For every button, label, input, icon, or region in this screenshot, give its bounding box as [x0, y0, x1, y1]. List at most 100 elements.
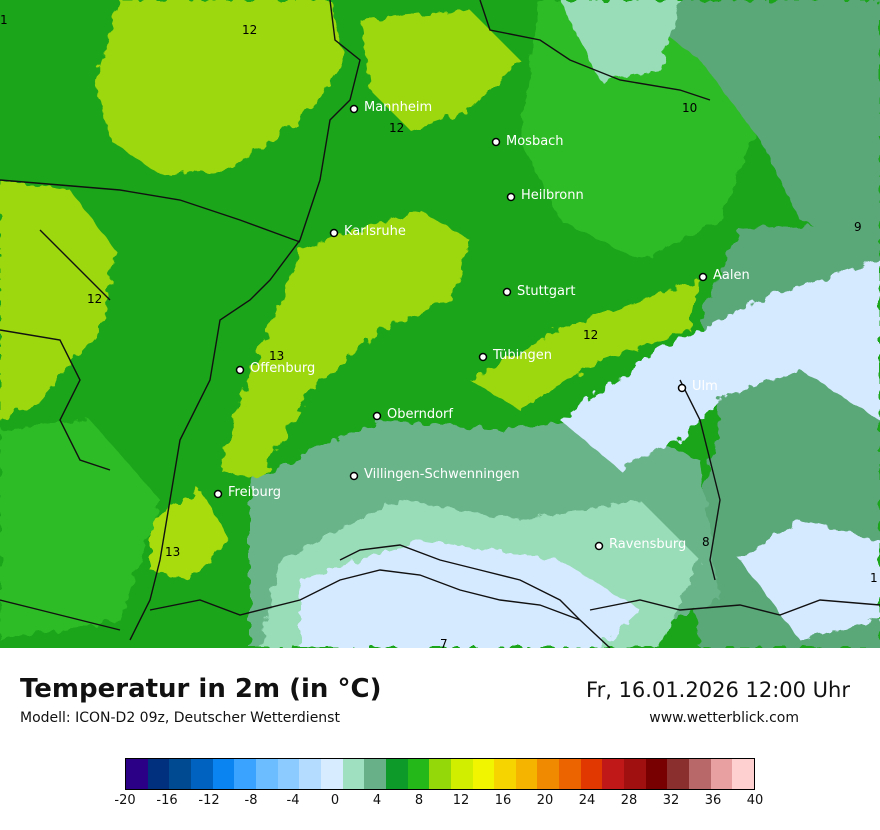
city-oberndorf[interactable]: Oberndorf — [372, 407, 454, 422]
legend-swatch — [407, 759, 430, 789]
city-ulm[interactable]: Ulm — [677, 379, 718, 394]
isoline-label: 1 — [870, 571, 878, 585]
legend-swatch — [429, 759, 451, 789]
legend-swatch — [212, 759, 235, 789]
legend-swatch — [255, 759, 278, 789]
city-aalen[interactable]: Aalen — [698, 268, 750, 283]
border-north-2 — [479, 0, 711, 101]
isoline-label: 12 — [389, 121, 404, 135]
warm-area-north — [95, 0, 345, 175]
map-title: Temperatur in 2m (in °C) — [20, 674, 382, 704]
legend-swatch — [667, 759, 690, 789]
color-legend — [125, 758, 755, 790]
legend-swatch — [645, 759, 668, 789]
city-karlsruhe[interactable]: Karlsruhe — [329, 224, 406, 239]
isoline-label: 1 — [0, 13, 8, 27]
legend-swatch — [580, 759, 603, 789]
city-heilbronn[interactable]: Heilbronn — [506, 188, 584, 203]
cold-area-east — [560, 260, 880, 470]
website-label: www.wetterblick.com — [649, 710, 799, 726]
city-label: Aalen — [713, 268, 750, 283]
legend-tick-label: 4 — [372, 793, 382, 808]
isoline-label: 12 — [87, 292, 102, 306]
cities: Mannheim Mosbach Heilbronn Karlsruhe Stu… — [213, 100, 750, 552]
legend-tick-label: 28 — [620, 793, 638, 808]
warm-area-rhine — [220, 210, 470, 480]
temperature-fields — [0, 0, 880, 648]
city-villingen-schwenningen[interactable]: Villingen-Schwenningen — [349, 467, 520, 482]
isoline-label: 13 — [165, 545, 180, 559]
cool-area-northeast — [620, 0, 880, 250]
warm-area-neckar — [470, 280, 700, 410]
isoline-label: 7 — [440, 637, 448, 648]
city-label: Freiburg — [228, 485, 281, 500]
legend-swatch — [385, 759, 408, 789]
border-east — [679, 379, 721, 581]
cold-area-southeast — [740, 520, 880, 640]
forecast-datetime: Fr, 16.01.2026 12:00 Uhr — [586, 678, 850, 702]
isoline-label: 12 — [242, 23, 257, 37]
city-label: Karlsruhe — [344, 224, 406, 239]
border-north — [0, 179, 301, 243]
city-label: Villingen-Schwenningen — [364, 467, 520, 482]
legend-tick-label: -20 — [114, 793, 136, 808]
isoline-label: 13 — [269, 349, 284, 363]
legend-swatch — [342, 759, 365, 789]
border-west-1 — [0, 329, 111, 471]
isoline-label: 9 — [854, 220, 862, 234]
legend-swatch — [624, 759, 646, 789]
legend-tick-label: 0 — [330, 793, 340, 808]
legend-swatch — [602, 759, 625, 789]
legend-tick-label: 40 — [746, 793, 764, 808]
city-label: Heilbronn — [521, 188, 584, 203]
city-label: Tübingen — [492, 348, 552, 363]
legend-swatch — [277, 759, 300, 789]
city-stuttgart[interactable]: Stuttgart — [502, 284, 576, 299]
warm-area-west — [0, 180, 115, 420]
map-footer: Temperatur in 2m (in °C) Modell: ICON-D2… — [0, 648, 880, 830]
legend-tick-label: -4 — [286, 793, 300, 808]
borders — [0, 0, 880, 648]
city-freiburg[interactable]: Freiburg — [213, 485, 282, 500]
legend-tick-label: 36 — [704, 793, 722, 808]
legend-tick-label: -12 — [198, 793, 220, 808]
legend-tick-label: 20 — [536, 793, 554, 808]
city-mannheim[interactable]: Mannheim — [349, 100, 433, 115]
legend-swatch — [126, 759, 148, 789]
city-mosbach[interactable]: Mosbach — [491, 134, 564, 149]
isoline-labels: 12 12 10 9 12 12 13 13 8 7 1 1 — [0, 13, 878, 648]
legend-tick-label: 12 — [452, 793, 470, 808]
city-offenburg[interactable]: Offenburg — [235, 361, 316, 376]
legend-swatch — [710, 759, 733, 789]
legend-tick-label: -8 — [244, 793, 258, 808]
legend-swatch — [364, 759, 386, 789]
legend-tick-label: 8 — [414, 793, 424, 808]
mid-green-east — [520, 0, 760, 260]
border-northwest — [39, 229, 111, 301]
border-south-lake — [149, 569, 611, 648]
legend-tick-label: -16 — [156, 793, 178, 808]
temperature-map: 12 12 10 9 12 12 13 13 8 7 1 1 Mannheim … — [0, 0, 880, 648]
legend-tick-label: 24 — [578, 793, 596, 808]
city-label: Stuttgart — [517, 284, 575, 299]
border-rhine — [129, 0, 361, 641]
city-tuebingen[interactable]: Tübingen — [478, 348, 553, 363]
city-label: Mosbach — [506, 134, 564, 149]
city-label: Mannheim — [364, 100, 432, 115]
city-label: Offenburg — [250, 361, 315, 376]
border-southeast — [589, 599, 880, 616]
city-ravensburg[interactable]: Ravensburg — [594, 537, 687, 552]
legend-swatch — [169, 759, 191, 789]
legend-tick-label: 16 — [494, 793, 512, 808]
warm-area-northeast — [360, 10, 520, 130]
legend-ticks: -20 -16 -12 -8 -4 0 4 8 12 16 20 24 28 32 36 40 — [114, 793, 763, 813]
legend-swatch — [299, 759, 321, 789]
legend-swatch — [537, 759, 560, 789]
cold-area-lake — [300, 540, 640, 648]
border-southwest — [0, 599, 121, 631]
legend-swatch — [689, 759, 711, 789]
city-label: Oberndorf — [387, 407, 453, 422]
map-canvas: 12 12 10 9 12 12 13 13 8 7 1 1 Mannheim … — [0, 0, 880, 648]
border-lake-outline — [339, 544, 581, 621]
isoline-label: 10 — [682, 101, 697, 115]
